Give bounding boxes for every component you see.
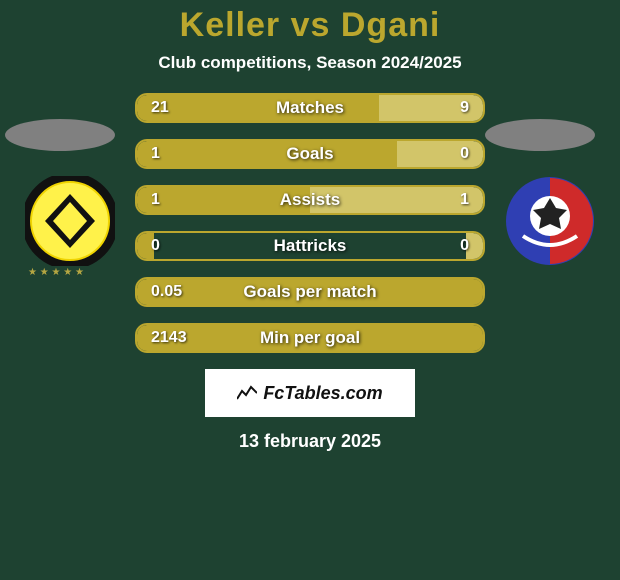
spark-icon bbox=[237, 385, 257, 401]
stat-value-left: 2143 bbox=[137, 329, 227, 347]
stat-label: Min per goal bbox=[227, 328, 393, 348]
stats-area: 21Matches91Goals01Assists10Hattricks00.0… bbox=[0, 93, 620, 353]
subtitle: Club competitions, Season 2024/2025 bbox=[0, 53, 620, 73]
stat-value-right: 0 bbox=[393, 145, 483, 163]
stat-label: Goals per match bbox=[227, 282, 393, 302]
stat-row: 0.05Goals per match bbox=[135, 277, 485, 307]
stat-value-right: 0 bbox=[393, 237, 483, 255]
stat-row: 2143Min per goal bbox=[135, 323, 485, 353]
branding-badge: FcTables.com bbox=[205, 369, 415, 417]
date: 13 february 2025 bbox=[0, 431, 620, 452]
stat-value-left: 1 bbox=[137, 191, 227, 209]
stat-value-right: 9 bbox=[393, 99, 483, 117]
stat-row: 1Assists1 bbox=[135, 185, 485, 215]
title-vs: vs bbox=[280, 6, 341, 44]
stat-value-left: 0.05 bbox=[137, 283, 227, 301]
player-right-name: Dgani bbox=[341, 6, 440, 44]
stat-value-right: 1 bbox=[393, 191, 483, 209]
stat-label: Assists bbox=[227, 190, 393, 210]
stat-label: Goals bbox=[227, 144, 393, 164]
stat-label: Hattricks bbox=[227, 236, 393, 256]
page-title: Keller vs Dgani bbox=[0, 0, 620, 45]
stat-label: Matches bbox=[227, 98, 393, 118]
stat-value-left: 1 bbox=[137, 145, 227, 163]
comparison-card: Keller vs Dgani Club competitions, Seaso… bbox=[0, 0, 620, 580]
stat-row: 21Matches9 bbox=[135, 93, 485, 123]
stat-row: 0Hattricks0 bbox=[135, 231, 485, 261]
stat-row: 1Goals0 bbox=[135, 139, 485, 169]
player-left-name: Keller bbox=[180, 6, 281, 44]
branding-text: FcTables.com bbox=[263, 383, 382, 404]
stat-value-left: 0 bbox=[137, 237, 227, 255]
stat-value-left: 21 bbox=[137, 99, 227, 117]
